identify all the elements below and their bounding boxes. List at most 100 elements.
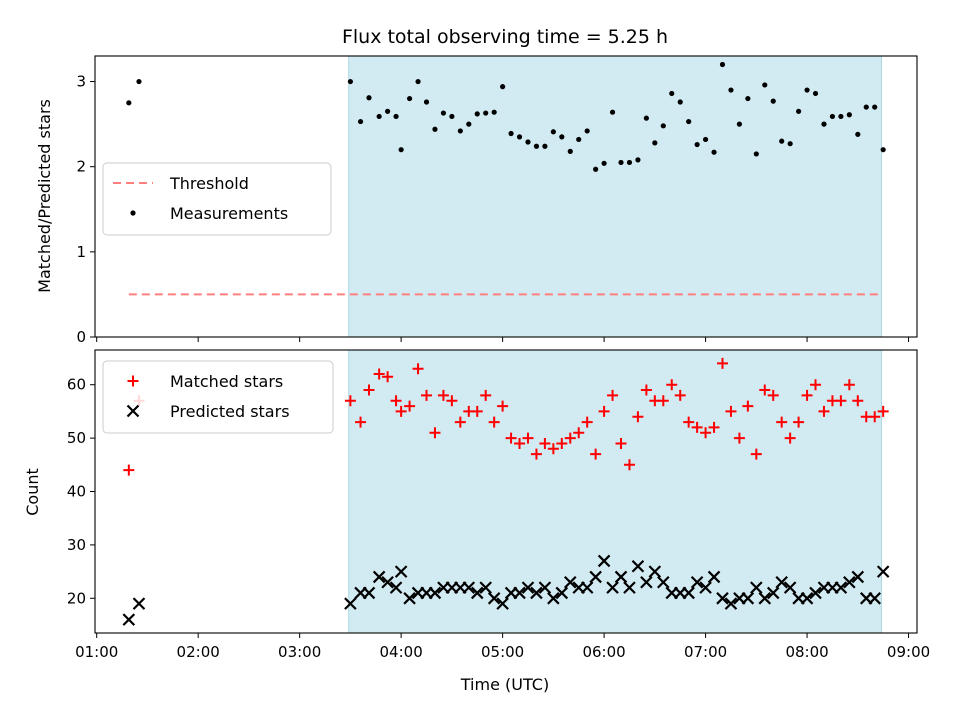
matched-star-point	[607, 389, 619, 401]
matched-star-point	[759, 384, 771, 396]
bottom-y-axis-label: Count	[23, 468, 42, 516]
predicted-star-point	[868, 592, 881, 605]
matched-star-point	[767, 389, 779, 401]
series-measurements	[126, 61, 886, 172]
measurement-point	[347, 78, 353, 85]
measurement-point	[483, 110, 489, 116]
predicted-star-point	[699, 581, 712, 594]
measurement-point	[728, 87, 734, 93]
matched-star-point	[390, 395, 402, 407]
measurement-point	[829, 113, 836, 120]
legend-label: Threshold	[169, 174, 249, 193]
predicted-star-point	[682, 586, 695, 600]
x-tick-label: 07:00	[684, 643, 727, 661]
measurement-point	[559, 134, 565, 140]
measurement-point	[491, 109, 497, 115]
measurement-point	[796, 108, 802, 114]
legend-label: Predicted stars	[170, 402, 290, 421]
predicted-star-point	[648, 565, 662, 578]
predicted-star-point	[834, 581, 848, 594]
matched-star-point	[590, 448, 602, 460]
measurement-point	[466, 121, 472, 127]
predicted-star-point	[631, 559, 645, 573]
measurement-point	[136, 78, 142, 85]
matched-star-point	[869, 411, 881, 423]
predicted-star-point	[766, 586, 780, 600]
measurement-point	[863, 104, 869, 110]
measurement-point	[753, 151, 759, 157]
predicted-star-point	[783, 581, 797, 594]
predicted-star-point	[487, 592, 501, 605]
measurement-point	[694, 141, 700, 148]
y-tick-label: 40	[67, 483, 86, 501]
x-tick-label: 03:00	[278, 643, 321, 661]
matched-star-point	[429, 427, 441, 439]
y-tick-label: 0	[76, 328, 86, 346]
measurement-point	[601, 160, 607, 166]
x-tick-label: 04:00	[380, 643, 423, 661]
predicted-star-point	[750, 581, 763, 594]
measurement-point	[618, 159, 624, 166]
measurement-point	[821, 121, 827, 127]
predicted-star-point	[372, 570, 386, 584]
predicted-star-point	[563, 575, 577, 589]
matched-star-point	[683, 416, 695, 428]
predicted-star-point	[538, 581, 552, 594]
matched-star-point	[471, 405, 483, 417]
matched-star-point	[522, 432, 534, 444]
predicted-star-point	[597, 554, 611, 568]
measurement-point	[762, 82, 768, 88]
measurement-point	[626, 159, 633, 166]
predicted-star-point	[122, 613, 136, 626]
matched-star-point	[598, 405, 610, 417]
matched-star-point	[691, 421, 703, 433]
predicted-star-point	[496, 597, 509, 610]
measurement-point	[533, 143, 540, 149]
predicted-star-point	[876, 565, 890, 578]
predicted-star-point	[640, 575, 653, 589]
legend-swatch	[127, 375, 139, 387]
measurement-point	[779, 138, 785, 144]
matched-star-point	[640, 384, 652, 396]
measurement-point	[652, 140, 658, 146]
x-tick-label: 08:00	[785, 643, 828, 661]
measurement-point	[432, 126, 438, 132]
matched-star-point	[657, 395, 669, 407]
predicted-star-point	[547, 592, 560, 605]
x-axis-label: Time (UTC)	[460, 675, 549, 694]
matched-star-point	[843, 379, 855, 391]
measurement-point	[398, 147, 404, 153]
predicted-star-point	[555, 586, 569, 600]
measurement-point	[609, 109, 616, 115]
legend-label: Measurements	[170, 204, 288, 223]
x-tick-label: 01:00	[75, 643, 118, 661]
measurement-point	[584, 128, 590, 134]
measurement-point	[423, 99, 430, 105]
x-tick-label: 09:00	[887, 643, 930, 661]
measurement-point	[669, 90, 675, 97]
y-tick-label: 2	[76, 158, 86, 176]
matched-star-point	[581, 416, 593, 428]
top-y-axis-label: Matched/Predicted stars	[35, 99, 54, 293]
predicted-star-point	[389, 581, 403, 594]
predicted-star-point	[690, 575, 704, 589]
matched-star-point	[421, 389, 433, 401]
legend-box	[102, 360, 334, 434]
matched-star-point	[632, 411, 644, 423]
measurement-point	[880, 147, 886, 153]
matched-star-point	[454, 416, 466, 428]
predicted-star-point	[843, 575, 856, 589]
y-tick-label: 50	[67, 429, 86, 447]
matched-star-point	[750, 448, 762, 460]
predicted-star-point	[132, 597, 146, 610]
matched-star-point	[412, 363, 424, 375]
predicted-star-point	[470, 586, 484, 600]
predicted-star-point	[623, 581, 636, 594]
matched-star-point	[395, 405, 407, 417]
measurement-point	[686, 118, 692, 125]
legend: Threshold Measurements	[102, 162, 332, 236]
matched-star-point	[373, 368, 385, 380]
matched-star-point	[852, 395, 864, 407]
measurement-point	[525, 139, 531, 145]
predicted-star-point	[614, 570, 628, 584]
